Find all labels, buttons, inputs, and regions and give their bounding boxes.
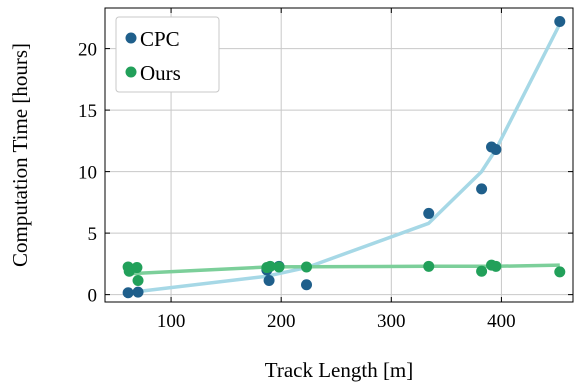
y-tick-label: 15 xyxy=(78,101,97,122)
point-cpc xyxy=(132,286,144,298)
point-ours xyxy=(132,274,144,286)
point-ours xyxy=(423,260,435,272)
legend-box xyxy=(115,16,220,93)
point-ours xyxy=(476,265,488,277)
legend-label-ours: Ours xyxy=(140,61,181,85)
point-cpc xyxy=(554,16,566,28)
axis-ticks: 100 200 300 400 0 5 10 15 20 xyxy=(78,8,573,332)
y-tick-label: 0 xyxy=(88,286,98,307)
data-points xyxy=(122,16,566,299)
point-cpc xyxy=(490,143,502,155)
y-tick-label: 5 xyxy=(88,224,98,245)
plot-frame xyxy=(104,7,574,303)
x-tick-label: 400 xyxy=(487,311,516,332)
grid xyxy=(105,8,573,302)
legend-marker-cpc xyxy=(125,32,137,44)
y-tick-label: 20 xyxy=(78,40,97,61)
legend-label-cpc: CPC xyxy=(140,27,180,51)
x-axis-label: Track Length [m] xyxy=(265,358,414,382)
point-cpc xyxy=(423,207,435,219)
x-tick-label: 200 xyxy=(267,311,296,332)
point-cpc xyxy=(476,183,488,195)
x-tick-label: 100 xyxy=(157,311,186,332)
point-cpc xyxy=(301,279,313,291)
point-cpc xyxy=(122,287,134,299)
point-cpc xyxy=(263,274,275,286)
point-ours xyxy=(301,261,313,273)
legend-marker-ours xyxy=(125,66,137,78)
point-ours xyxy=(264,260,276,272)
legend: CPC Ours xyxy=(115,16,220,93)
x-tick-label: 300 xyxy=(377,311,406,332)
point-ours xyxy=(273,261,285,273)
point-ours xyxy=(131,262,143,274)
point-ours xyxy=(554,266,566,278)
y-tick-label: 10 xyxy=(78,163,97,184)
point-ours xyxy=(490,260,502,272)
y-axis-label: Computation Time [hours] xyxy=(8,43,32,267)
